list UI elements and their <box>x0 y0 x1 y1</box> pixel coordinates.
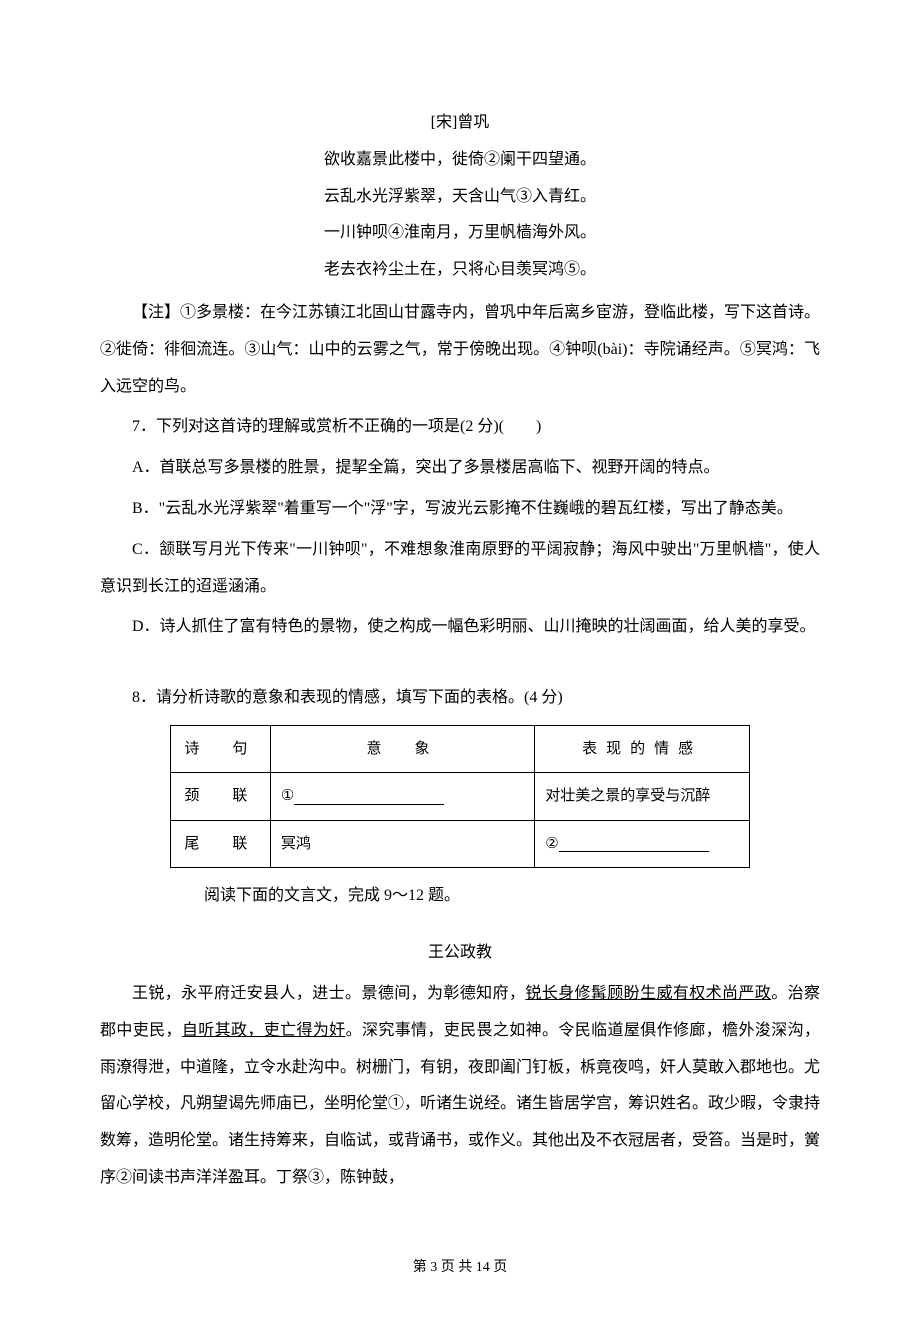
header-imagery: 意 象 <box>270 725 534 773</box>
table-header-row: 诗 句 意 象 表现的情感 <box>171 725 750 773</box>
q7-option-c: C．颔联写月光下传来"一川钟呗"，不难想象淮南原野的平阔寂静；海风中驶出"万里帆… <box>100 532 820 606</box>
cell-poem-2: 尾 联 <box>171 820 271 868</box>
page-footer: 第 3 页 共 14 页 <box>100 1252 820 1284</box>
poem-line-1: 欲收嘉景此楼中，徙倚②阑干四望通。 <box>100 142 820 179</box>
essay-paragraph-1: 王锐，永平府迁安县人，进士。景德间，为彰德知府，锐长身修髯顾盼生威有权术尚严政。… <box>100 976 820 1197</box>
underlined-phrase-1b: 政 <box>755 985 771 1002</box>
essay-title: 王公政教 <box>100 935 820 972</box>
header-emotion: 表现的情感 <box>535 725 750 773</box>
table-row: 颈 联 ① 对壮美之景的享受与沉醉 <box>171 773 750 821</box>
cell-imagery-2: 冥鸿 <box>270 820 534 868</box>
poem-line-3: 一川钟呗④淮南月，万里帆樯海外风。 <box>100 215 820 252</box>
cell-emotion-1: 对壮美之景的享受与沉醉 <box>535 773 750 821</box>
q8-stem: 8．请分析诗歌的意象和表现的情感，填写下面的表格。(4 分) <box>100 680 820 717</box>
reading-instruction: 阅读下面的文言文，完成 9～12 题。 <box>100 878 820 915</box>
cell-poem-1: 颈 联 <box>171 773 271 821</box>
q7-stem: 7．下列对这首诗的理解或赏析不正确的一项是(2 分)( ) <box>100 409 820 446</box>
poem-line-2: 云乱水光浮紫翠，天含山气③入青红。 <box>100 179 820 216</box>
underlined-phrase-2: 自听其政，吏亡得为奸 <box>182 1022 346 1039</box>
poem-line-4: 老去衣衿尘土在，只将心目羡冥鸿⑤。 <box>100 252 820 289</box>
poem-notes: 【注】①多景楼：在今江苏镇江北固山甘露寺内，曾巩中年后离乡宦游，登临此楼，写下这… <box>100 295 820 405</box>
q7-option-d: D．诗人抓住了富有特色的景物，使之构成一幅色彩明丽、山川掩映的壮阔画面，给人美的… <box>100 609 820 646</box>
cell-emotion-2: ② <box>535 820 750 868</box>
table-row: 尾 联 冥鸿 ② <box>171 820 750 868</box>
poem-author: [宋]曾巩 <box>100 105 820 142</box>
header-poem: 诗 句 <box>171 725 271 773</box>
q7-option-b: B．"云乱水光浮紫翠"着重写一个"浮"字，写波光云影掩不住巍峨的碧瓦红楼，写出了… <box>100 491 820 528</box>
underlined-phrase-1: 锐长身修髯顾盼生威有权术尚严 <box>525 985 754 1002</box>
cell-imagery-1: ① <box>270 773 534 821</box>
q8-table: 诗 句 意 象 表现的情感 颈 联 ① 对壮美之景的享受与沉醉 尾 联 冥鸿 ② <box>170 725 750 869</box>
q7-option-a: A．首联总写多景楼的胜景，提挈全篇，突出了多景楼居高临下、视野开阔的特点。 <box>100 450 820 487</box>
